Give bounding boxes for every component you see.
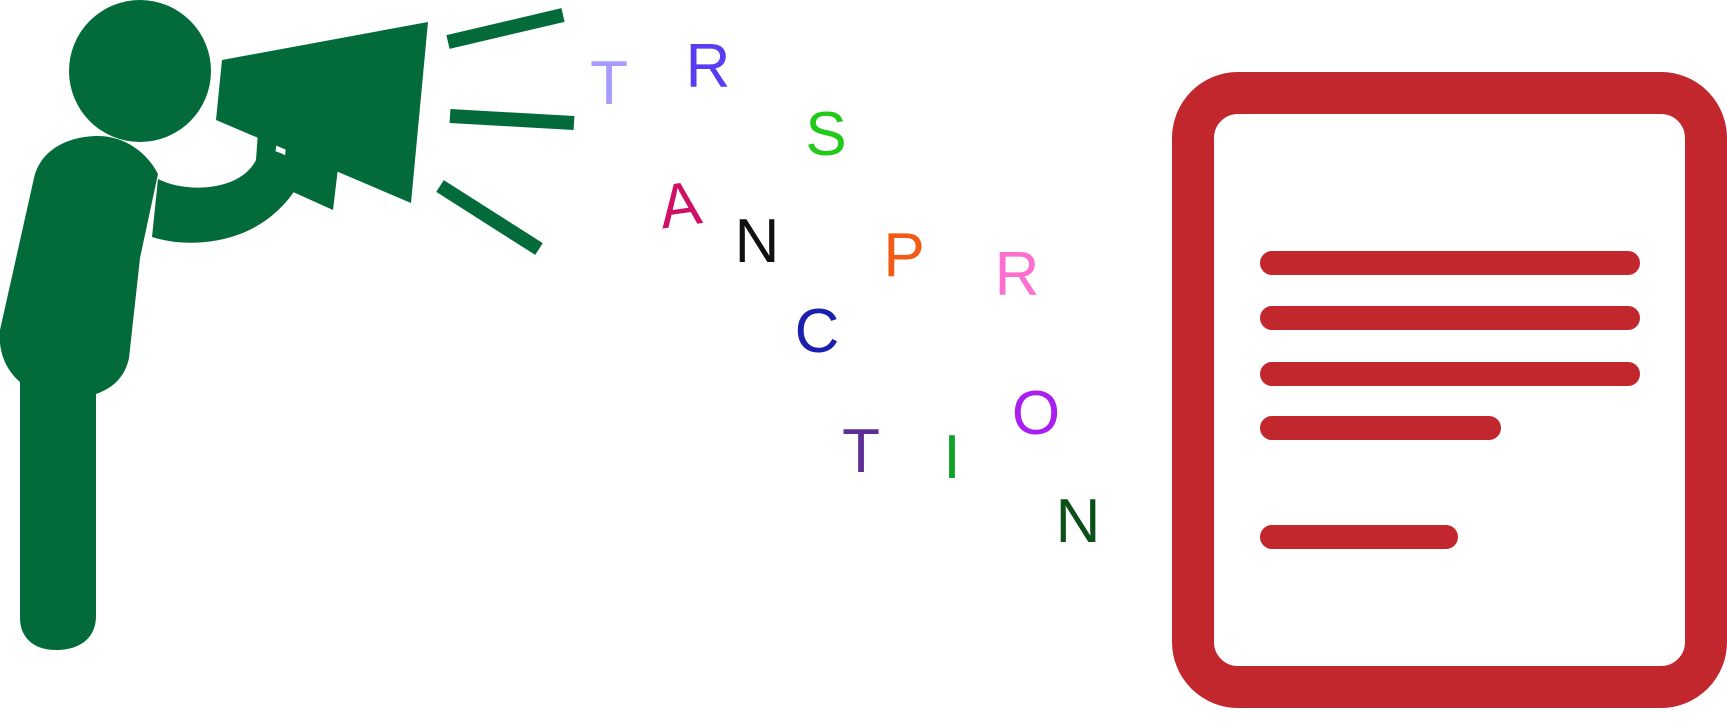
letter-a: A — [655, 168, 706, 242]
letter-n-2: N — [1056, 487, 1101, 556]
person-with-megaphone-icon — [0, 0, 428, 650]
letter-p: P — [883, 221, 924, 290]
megaphone-mouthpiece — [282, 146, 338, 210]
letter-r-1: R — [686, 32, 731, 101]
letter-s: S — [805, 100, 846, 169]
sound-line-top — [446, 8, 565, 49]
person-body — [0, 136, 158, 650]
person-arm — [152, 149, 301, 243]
letter-t-1: T — [590, 49, 628, 118]
letter-c: C — [795, 297, 840, 366]
letter-n-1: N — [735, 207, 780, 276]
letter-t-2: T — [842, 417, 880, 486]
megaphone-body — [216, 22, 428, 203]
scattered-letters: T R S A N P R C T I O N — [590, 32, 1100, 556]
sound-line-bottom — [436, 180, 543, 255]
person-head — [69, 0, 211, 142]
sound-waves-icon — [436, 8, 575, 255]
letter-r-2: R — [995, 240, 1040, 309]
letter-o: O — [1012, 379, 1060, 448]
letter-i: I — [943, 423, 960, 492]
text-document-icon — [1172, 72, 1727, 708]
document-frame — [1172, 72, 1727, 708]
sound-line-middle — [449, 109, 575, 130]
